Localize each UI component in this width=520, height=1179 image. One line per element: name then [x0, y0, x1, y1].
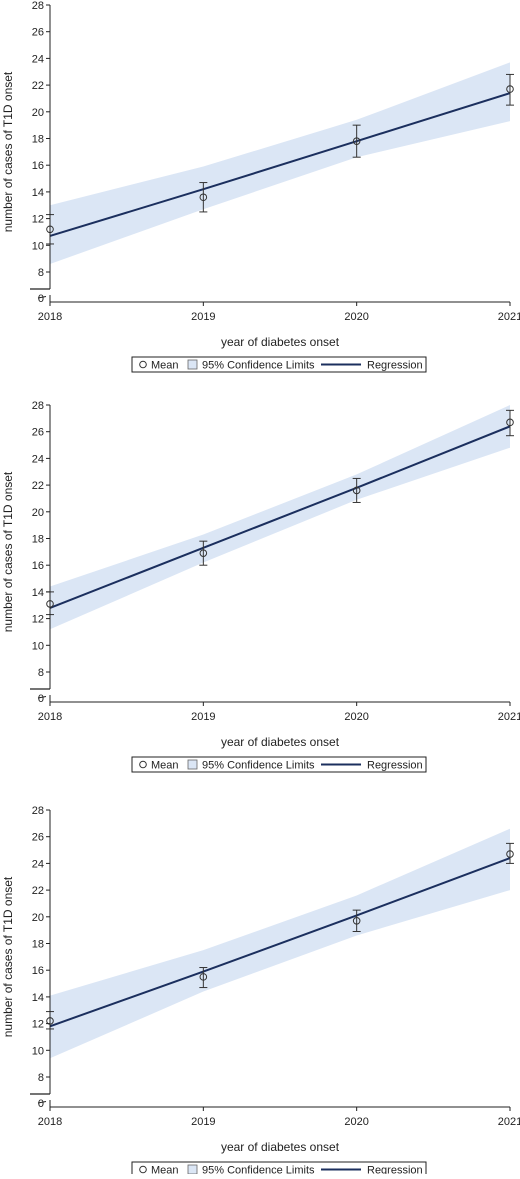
y-tick-label: 28: [32, 805, 44, 817]
legend: Mean 95% Confidence Limits Regression: [131, 356, 427, 373]
y-axis-label: number of cases of T1D onset: [1, 876, 15, 1037]
y-tick-label: 14: [32, 992, 44, 1004]
legend-label: Mean: [151, 1165, 179, 1175]
y-tick-label: 24: [32, 858, 44, 870]
legend-label: Regression: [367, 760, 423, 772]
y-tick-label: 18: [32, 534, 44, 546]
legend-label: Mean: [151, 360, 179, 372]
y-tick-label: 26: [32, 832, 44, 844]
axis-break-mark: [37, 1101, 47, 1104]
regression-line: [49, 857, 511, 1028]
legend-label: Regression: [367, 1165, 423, 1175]
y-tick-label: 20: [32, 912, 44, 924]
y-tick-label: 22: [32, 885, 44, 897]
axis-break-mark: [37, 696, 47, 699]
y-tick-label: 8: [38, 1072, 44, 1084]
regression-line: [49, 92, 511, 237]
y-tick-label: 28: [32, 0, 44, 12]
y-tick-label: 12: [32, 1019, 44, 1031]
y-tick-label: 16: [32, 560, 44, 572]
legend-band-swatch: [187, 759, 198, 770]
legend-label: 95% Confidence Limits: [202, 360, 315, 372]
x-tick-label: 2019: [191, 1116, 215, 1128]
chart-panel-1: 0 8 10 12 14 16 18 20 22 24 26 28 2018 2019 2020 2021 ye…: [1, 0, 520, 373]
y-tick-label: 22: [32, 80, 44, 92]
x-axis-label: year of diabetes onset: [221, 735, 340, 749]
legend: Mean 95% Confidence Limits Regression: [131, 756, 427, 773]
x-tick-label: 2018: [38, 711, 62, 723]
legend-label: Regression: [367, 360, 423, 372]
mean-point: [506, 850, 514, 858]
y-tick-label: 10: [32, 640, 44, 652]
y-axis-label: number of cases of T1D onset: [1, 71, 15, 232]
y-tick-label: 14: [32, 187, 44, 199]
y-tick-label: 18: [32, 134, 44, 146]
legend-box: [131, 356, 427, 373]
y-tick-label: 16: [32, 965, 44, 977]
x-tick-label: 2018: [38, 1116, 62, 1128]
x-tick-label: 2019: [191, 311, 215, 323]
legend: Mean 95% Confidence Limits Regression: [131, 1161, 427, 1178]
y-tick-label: 10: [32, 240, 44, 252]
mean-point: [199, 193, 208, 202]
legend-box: [131, 756, 427, 773]
y-tick-label: 0: [38, 1098, 44, 1110]
mean-point: [199, 973, 208, 981]
legend-mean-marker: [139, 360, 147, 369]
y-tick-label: 22: [32, 480, 44, 492]
x-tick-label: 2021: [498, 711, 520, 723]
x-tick-label: 2019: [191, 711, 215, 723]
mean-point: [352, 917, 361, 925]
legend-label: 95% Confidence Limits: [202, 1165, 315, 1175]
y-tick-label: 26: [32, 427, 44, 439]
y-tick-label: 26: [32, 27, 44, 39]
mean-point: [352, 137, 361, 145]
mean-point: [506, 85, 514, 93]
y-tick-label: 8: [38, 667, 44, 679]
y-tick-label: 12: [32, 614, 44, 626]
legend-band-swatch: [187, 1164, 198, 1175]
x-tick-label: 2020: [344, 711, 368, 723]
y-tick-label: 0: [38, 293, 44, 305]
legend-label: 95% Confidence Limits: [202, 760, 315, 772]
regression-line: [49, 425, 511, 609]
y-tick-label: 24: [32, 53, 44, 65]
y-tick-label: 20: [32, 107, 44, 119]
x-tick-label: 2020: [344, 1116, 368, 1128]
y-tick-label: 18: [32, 939, 44, 951]
confidence-band: [50, 62, 510, 264]
x-tick-label: 2021: [498, 1116, 520, 1128]
mean-point: [506, 418, 514, 427]
legend-band-swatch: [187, 359, 198, 370]
y-tick-label: 8: [38, 267, 44, 279]
chart-panel-3: 0 8 10 12 14 16 18 20 22 24 26 28 2018 2019 2020 2021 ye…: [1, 805, 520, 1178]
mean-point: [352, 486, 361, 495]
legend-label: Mean: [151, 760, 179, 772]
y-tick-label: 20: [32, 507, 44, 519]
y-tick-label: 14: [32, 587, 44, 599]
chart-panel-2: 0 8 10 12 14 16 18 20 22 24 26 28 2018 2019 2020 2021 ye…: [1, 400, 520, 773]
legend-mean-marker: [139, 1165, 147, 1174]
y-tick-label: 0: [38, 693, 44, 705]
axis-break-mark: [37, 296, 47, 299]
y-tick-label: 24: [32, 453, 44, 465]
y-tick-label: 28: [32, 400, 44, 412]
x-axis-label: year of diabetes onset: [221, 335, 340, 349]
x-tick-label: 2018: [38, 311, 62, 323]
y-axis-label: number of cases of T1D onset: [1, 471, 15, 632]
y-tick-label: 16: [32, 160, 44, 172]
x-tick-label: 2021: [498, 311, 520, 323]
x-axis-label: year of diabetes onset: [221, 1140, 340, 1154]
mean-point: [199, 549, 208, 557]
y-tick-label: 10: [32, 1045, 44, 1057]
x-tick-label: 2020: [344, 311, 368, 323]
legend-mean-marker: [139, 760, 147, 769]
y-tick-label: 12: [32, 214, 44, 226]
